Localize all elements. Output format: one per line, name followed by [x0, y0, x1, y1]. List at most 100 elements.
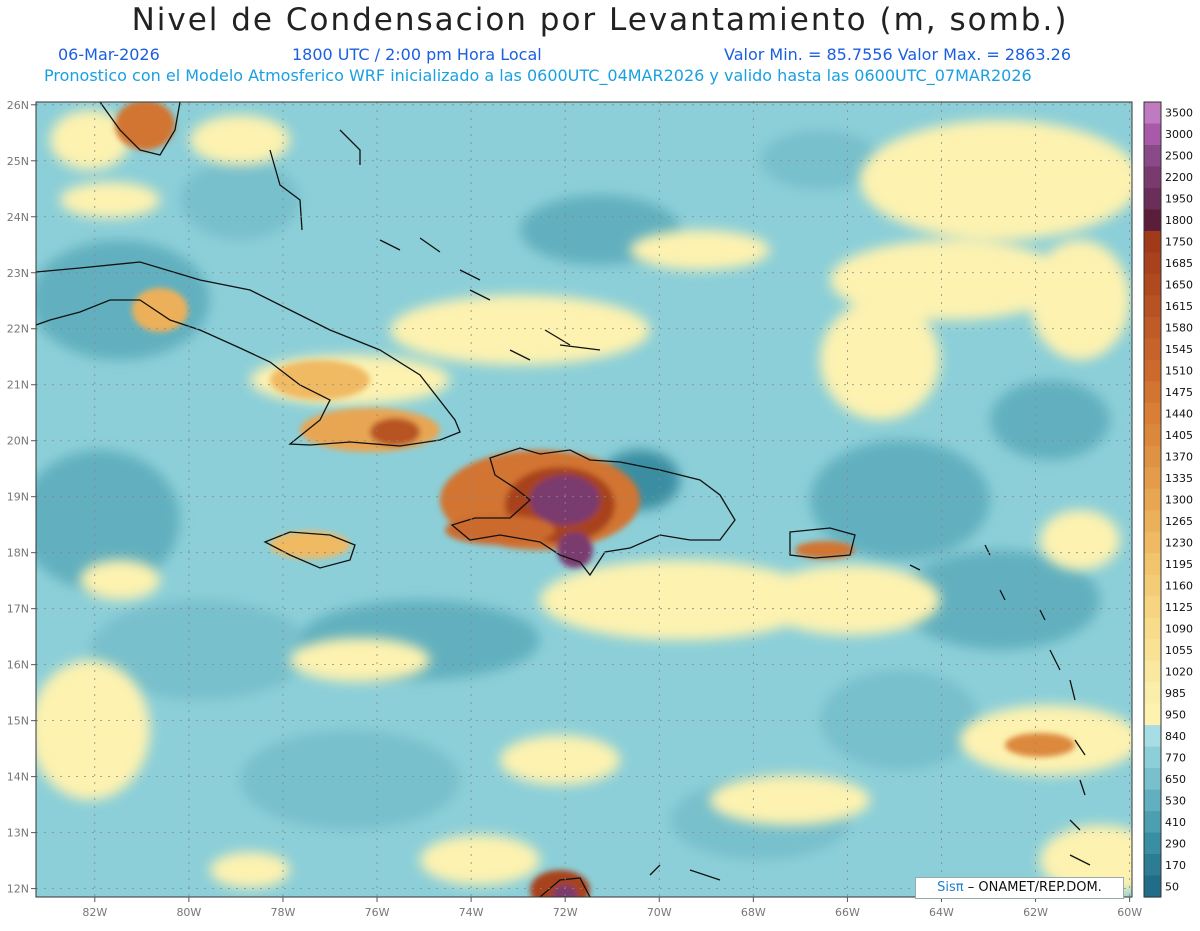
lon-tick-label: 60W — [1117, 906, 1142, 919]
forecast-date: 06-Mar-2026 — [58, 45, 160, 64]
lesser-antilles-coast — [909, 544, 1091, 866]
legend-level-label: 840 — [1165, 730, 1186, 743]
lon-tick-label: 66W — [835, 906, 860, 919]
legend-swatch — [1144, 789, 1161, 812]
legend-level-label: 1510 — [1165, 365, 1193, 378]
sispi-logo: Sisπ — [937, 880, 964, 895]
cuba-coast — [36, 261, 461, 447]
legend-level-label: 3500 — [1165, 107, 1193, 120]
legend-level-label: 1160 — [1165, 579, 1193, 592]
legend-swatch — [1144, 703, 1161, 726]
legend-level-label: 985 — [1165, 687, 1186, 700]
lat-tick-label: 14N — [7, 771, 29, 784]
map-frame — [35, 101, 1133, 898]
lat-tick-label: 13N — [7, 827, 29, 840]
legend-level-label: 1125 — [1165, 601, 1193, 614]
legend-swatch — [1144, 445, 1161, 468]
lat-tick-label: 17N — [7, 603, 29, 616]
lat-tick-label: 12N — [7, 883, 29, 896]
legend-swatch — [1144, 596, 1161, 619]
puerto-rico-coast — [789, 527, 856, 559]
legend-level-label: 50 — [1165, 880, 1179, 893]
florida-coast — [99, 102, 181, 156]
legend-frame — [1143, 101, 1162, 898]
legend-level-label: 1300 — [1165, 494, 1193, 507]
lon-tick-label: 70W — [647, 906, 672, 919]
legend-swatch — [1144, 209, 1161, 232]
legend-level-label: 1475 — [1165, 386, 1193, 399]
model-description: Pronostico con el Modelo Atmosferico WRF… — [44, 66, 1032, 85]
lat-tick-label: 25N — [7, 155, 29, 168]
legend-swatch — [1144, 102, 1161, 125]
legend-swatch — [1144, 553, 1161, 576]
legend-swatch — [1144, 531, 1161, 554]
legend-level-label: 170 — [1165, 859, 1186, 872]
legend-level-label: 1405 — [1165, 429, 1193, 442]
legend-level-label: 410 — [1165, 816, 1186, 829]
legend-level-label: 2500 — [1165, 150, 1193, 163]
legend-swatch — [1144, 166, 1161, 189]
lat-tick-label: 24N — [7, 211, 29, 224]
legend-swatch — [1144, 295, 1161, 318]
legend-swatch — [1144, 488, 1161, 511]
legend-level-label: 1335 — [1165, 472, 1193, 485]
legend-level-label: 1265 — [1165, 515, 1193, 528]
legend-swatch — [1144, 316, 1161, 339]
legend-level-label: 1230 — [1165, 536, 1193, 549]
lat-tick-label: 20N — [7, 435, 29, 448]
legend-level-label: 1055 — [1165, 644, 1193, 657]
mid-lcl-areas — [36, 110, 1132, 895]
lat-tick-label: 18N — [7, 547, 29, 560]
legend-swatch — [1144, 381, 1161, 404]
legend-level-label: 290 — [1165, 837, 1186, 850]
forecast-time: 1800 UTC / 2:00 pm Hora Local — [292, 45, 542, 64]
legend-level-label: 530 — [1165, 794, 1186, 807]
legend-swatch — [1144, 574, 1161, 597]
legend-swatch — [1144, 230, 1161, 254]
lat-tick-label: 22N — [7, 323, 29, 336]
legend-level-label: 1615 — [1165, 300, 1193, 313]
shaded-field — [36, 102, 1132, 897]
gridlines — [36, 102, 1132, 897]
legend-swatch — [1144, 187, 1161, 211]
lon-tick-label: 74W — [459, 906, 484, 919]
legend-level-label: 1370 — [1165, 451, 1193, 464]
legend-swatch — [1144, 832, 1161, 855]
min-max-values: Valor Min. = 85.7556 Valor Max. = 2863.2… — [724, 45, 1072, 64]
legend-level-label: 1580 — [1165, 322, 1193, 335]
color-legend: 3500 3000 2500 2200 1950 1800 1750 1685 1650 1615… — [1143, 101, 1193, 898]
legend-swatch — [1144, 338, 1161, 361]
legend-swatch — [1144, 639, 1161, 662]
credit-separator: – — [967, 880, 979, 895]
lon-tick-label: 64W — [929, 906, 954, 919]
lon-tick-label: 72W — [553, 906, 578, 919]
legend-level-label: 1440 — [1165, 408, 1193, 421]
lat-tick-label: 21N — [7, 379, 29, 392]
legend-level-label: 1020 — [1165, 665, 1193, 678]
map-title: Nivel de Condensacion por Levantamiento … — [131, 2, 1069, 38]
legend-swatch — [1144, 660, 1161, 683]
high-lcl-areas — [115, 102, 1075, 897]
legend-swatch — [1144, 123, 1161, 146]
coastlines — [36, 102, 1091, 897]
jamaica-coast — [263, 531, 356, 569]
legend-swatch — [1144, 510, 1161, 533]
lon-tick-label: 68W — [741, 906, 766, 919]
legend-swatch — [1144, 811, 1161, 834]
lon-tick-label: 80W — [176, 906, 201, 919]
legend-level-label: 1545 — [1165, 343, 1193, 356]
lon-tick-label: 76W — [365, 906, 390, 919]
lon-tick-label: 82W — [82, 906, 107, 919]
legend-level-label: 1650 — [1165, 279, 1193, 292]
legend-swatch — [1144, 424, 1161, 447]
legend-level-label: 1195 — [1165, 558, 1193, 571]
lat-tick-label: 26N — [7, 99, 29, 112]
latitude-ticks: 26N 25N 24N 23N 22N 21N 20N 19N 18N 17N 16N 15N 14N 1… — [7, 99, 36, 896]
legend-swatch — [1144, 682, 1161, 705]
legend-level-label: 1685 — [1165, 257, 1193, 270]
legend-level-label: 950 — [1165, 708, 1186, 721]
legend-level-label: 2200 — [1165, 171, 1193, 184]
legend-swatch — [1144, 402, 1161, 425]
